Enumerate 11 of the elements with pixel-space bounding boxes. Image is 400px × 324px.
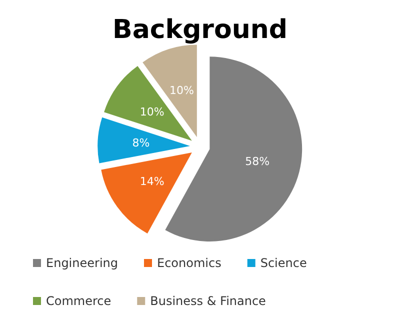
legend-label: Commerce: [46, 294, 112, 308]
data-label: 14%: [140, 174, 164, 188]
data-label: 10%: [140, 105, 164, 118]
data-label: 10%: [169, 84, 194, 97]
data-label: 8%: [132, 136, 150, 150]
chart-title: Background: [112, 15, 288, 45]
legend-label: Economics: [157, 256, 222, 270]
legend-label: Business & Finance: [150, 294, 266, 308]
data-label: 58%: [245, 154, 270, 168]
legend-label: Engineering: [46, 256, 118, 270]
legend-label: Science: [260, 256, 307, 270]
